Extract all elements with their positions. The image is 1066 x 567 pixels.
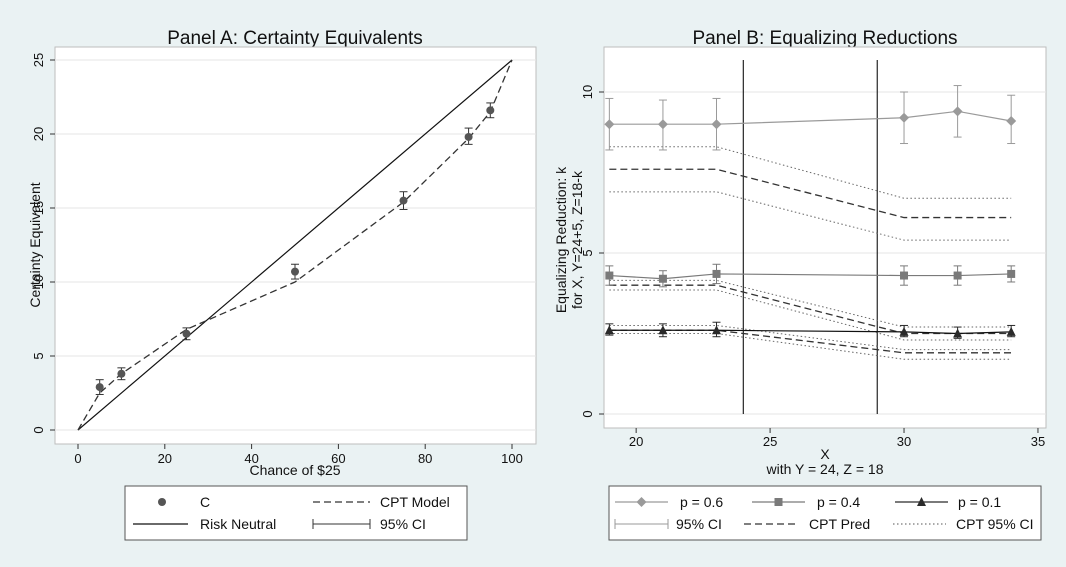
data-point-square: [658, 274, 667, 283]
x-tick-label: 20: [629, 434, 643, 449]
x-tick-label: 35: [1031, 434, 1045, 449]
legend-p04-label: p = 0.4: [817, 494, 860, 510]
risk-neutral-line: [77, 59, 513, 431]
panel-b-grid: [604, 91, 1046, 415]
series-line: [609, 329, 1012, 335]
legend-ci-label: 95% CI: [380, 516, 426, 532]
panel-a-xlabel: Chance of $25: [249, 462, 340, 478]
data-point-diamond: [952, 106, 963, 117]
legend-c-label: C: [200, 494, 210, 510]
data-point-diamond: [1006, 115, 1017, 126]
data-point-square: [900, 271, 909, 280]
panel-b-title: Panel B: Equalizing Reductions: [692, 28, 957, 49]
data-point: [182, 329, 191, 338]
legend-p04-marker: [752, 498, 805, 506]
x-tick-label: 80: [418, 451, 432, 466]
data-point: [399, 196, 408, 205]
cpt-ci-line: [609, 146, 1012, 199]
panel-b-xlabel-note: with Y = 24, Z = 18: [765, 461, 883, 477]
legend-c-marker: [158, 498, 166, 506]
panel-a-plot-region: [54, 46, 537, 445]
cpt-ci-line: [609, 289, 1012, 341]
legend-ci-marker: [312, 519, 371, 529]
panel-a-legend: C CPT Model Risk Neutral 95% CI: [124, 485, 468, 541]
y-tick-label: 5: [580, 249, 595, 256]
panel-b-xlabel: X: [820, 446, 830, 462]
x-tick-label: 0: [74, 451, 81, 466]
data-point: [291, 267, 299, 276]
panel-a-ylabel: Certainty Equivalent: [27, 182, 43, 307]
data-point-square: [605, 271, 614, 280]
legend-p01-marker: [895, 497, 948, 506]
data-point-diamond: [604, 119, 615, 130]
x-tick-label: 60: [331, 451, 345, 466]
panel-a: Panel A: Certainty Equivalents 0 5 10 15 20 2…: [27, 28, 537, 541]
x-tick-label: 40: [244, 451, 258, 466]
x-tick-label: 20: [158, 451, 172, 466]
y-tick-label: 10: [31, 275, 46, 289]
panel-b-marks: [604, 60, 1017, 414]
panel-b-ylabel: Equalizing Reduction: k: [553, 166, 569, 313]
y-tick-label: 0: [31, 426, 46, 433]
panel-a-axes: 0 5 10 15 20 25 0 20 40 60 80 100: [31, 53, 523, 466]
panel-b-legend: p = 0.6 p = 0.4 p = 0.1 95% CI CPT Pred …: [608, 485, 1042, 541]
panel-b: Panel B: Equalizing Reductions 0 5 10 20 25 3…: [553, 28, 1047, 541]
data-point-square: [953, 271, 962, 280]
data-point: [486, 106, 495, 115]
cpt-pred-line: [609, 329, 1012, 354]
legend-p01-label: p = 0.1: [958, 494, 1001, 510]
y-tick-label: 15: [31, 201, 46, 215]
data-point-square: [1007, 269, 1016, 278]
y-tick-label: 20: [31, 127, 46, 141]
legend-b-ci-label: 95% CI: [676, 516, 722, 532]
cpt-model-line: [77, 59, 513, 431]
legend-b-ci-marker: [614, 519, 669, 529]
y-tick-label: 5: [31, 352, 46, 359]
data-point-triangle: [1006, 326, 1016, 336]
data-point-square: [712, 269, 721, 278]
legend-p06-marker: [615, 497, 668, 507]
data-point-diamond: [711, 119, 722, 130]
panel-a-legend-box: [124, 485, 468, 541]
series-line: [609, 110, 1012, 125]
y-tick-label: 0: [580, 410, 595, 417]
data-point-triangle: [899, 326, 909, 336]
legend-risk-neutral-label: Risk Neutral: [200, 516, 276, 532]
data-point: [95, 383, 104, 392]
data-point-triangle: [658, 325, 668, 335]
y-tick-label: 25: [31, 53, 46, 67]
legend-cpt-pred-label: CPT Pred: [809, 516, 870, 532]
panel-b-ylabel-note: for X, Y=24+5, Z=18-k: [569, 170, 585, 309]
y-tick-label: 10: [580, 85, 595, 99]
data-point-triangle: [953, 328, 963, 338]
data-point-triangle: [712, 325, 722, 335]
panel-b-axes: 0 5 10 20 25 30 35: [580, 85, 1045, 449]
data-point-triangle: [604, 325, 614, 335]
x-tick-label: 30: [897, 434, 911, 449]
panel-b-plot-region: [603, 46, 1047, 429]
legend-p06-label: p = 0.6: [680, 494, 723, 510]
data-point: [464, 132, 473, 141]
legend-cpt-model-label: CPT Model: [380, 494, 450, 510]
x-tick-label: 25: [763, 434, 777, 449]
data-point-diamond: [899, 112, 910, 123]
panel-a-title: Panel A: Certainty Equivalents: [167, 28, 423, 49]
x-tick-label: 100: [501, 451, 523, 466]
data-point-diamond: [657, 119, 668, 130]
cpt-pred-line: [609, 168, 1012, 219]
data-point: [117, 369, 126, 378]
series-line: [609, 273, 1012, 280]
legend-cpt-ci-label: CPT 95% CI: [956, 516, 1034, 532]
panel-a-marks: [77, 59, 513, 431]
panel-b-legend-box: [608, 485, 1042, 541]
